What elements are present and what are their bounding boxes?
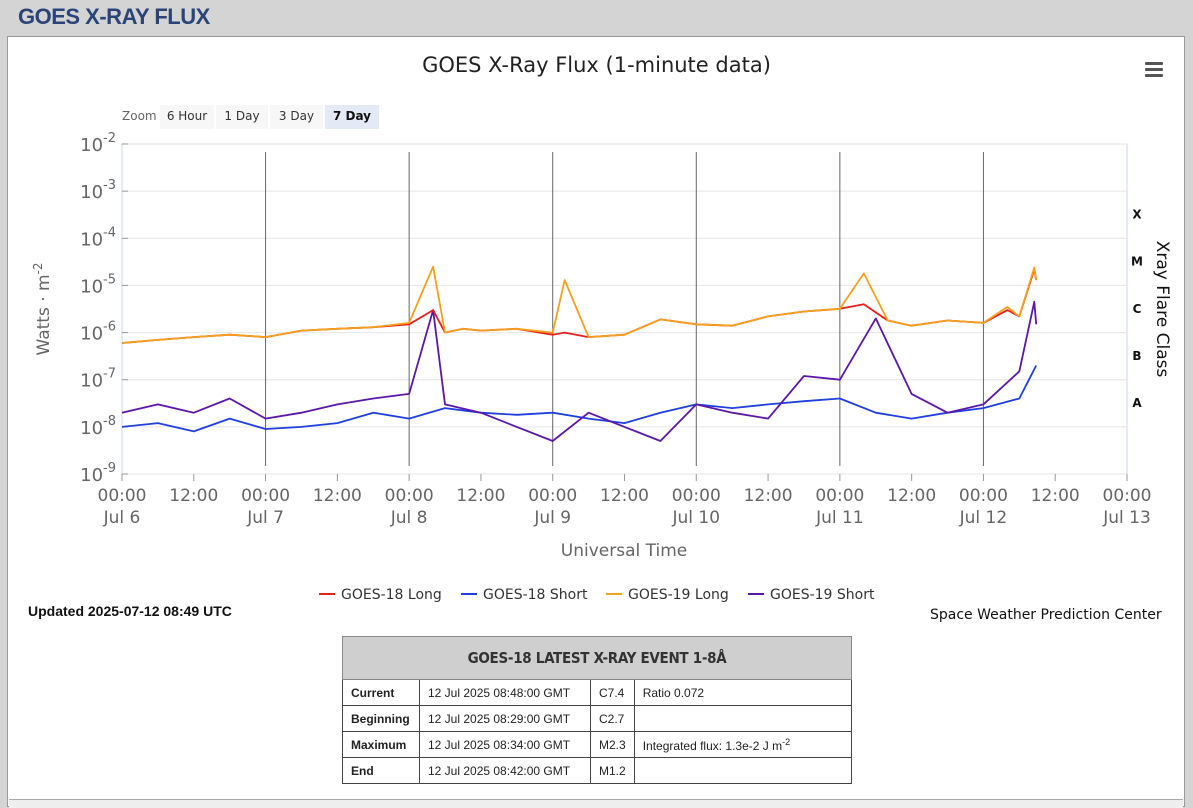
event-class: M1.2	[590, 757, 635, 784]
flare-class-label: X	[1132, 207, 1142, 221]
x-tick-time: 00:00	[1103, 486, 1152, 506]
y-tick-exponent: -9	[103, 461, 116, 476]
y-tick-label: 10-4	[80, 225, 116, 250]
x-tick-time: 12:00	[600, 486, 649, 506]
integrated-flux-exponent: -2	[782, 736, 791, 747]
event-table-header: GOES-18 LATEST X-RAY EVENT 1-8Å	[342, 636, 852, 680]
y-axis-label: Watts · m-2	[31, 262, 54, 355]
y-tick-exponent: -6	[103, 320, 116, 335]
zoom-3-day-button[interactable]: 3 Day	[270, 105, 323, 129]
y2-axis-label: Xray Flare Class	[1152, 241, 1172, 378]
x-tick-date: Jul 9	[533, 508, 571, 528]
x-tick-time: 12:00	[313, 486, 362, 506]
event-time: 12 Jul 2025 08:29:00 GMT	[419, 705, 591, 732]
x-tick-date: Jul 11	[815, 508, 864, 528]
x-tick-date: Jul 13	[1102, 508, 1151, 528]
event-label: Current	[342, 679, 420, 706]
integrated-flux-text: Integrated flux: 1.3e-2 J m	[642, 738, 783, 753]
series-line-goes-18-short	[121, 365, 1038, 433]
table-row: Beginning 12 Jul 2025 08:29:00 GMT C2.7	[342, 705, 853, 732]
y-tick-exponent: -2	[103, 131, 116, 146]
x-tick-time: 00:00	[241, 486, 290, 506]
x-tick-time: 12:00	[744, 486, 793, 506]
y-tick-exponent: -3	[103, 178, 116, 193]
plot-area	[121, 143, 1128, 475]
flare-class-label: A	[1132, 396, 1142, 410]
table-row: End 12 Jul 2025 08:42:00 GMT M1.2	[342, 757, 853, 784]
y-tick-label: 10-2	[80, 131, 116, 156]
series-line-goes-19-long	[121, 265, 1038, 344]
event-label: Beginning	[342, 705, 420, 732]
event-extra	[633, 757, 853, 784]
event-class: M2.3	[590, 731, 635, 758]
table-row: Maximum 12 Jul 2025 08:34:00 GMT M2.3 In…	[342, 731, 853, 758]
event-label: End	[342, 757, 420, 784]
zoom-1-day-button[interactable]: 1 Day	[216, 105, 268, 129]
legend-item: GOES-18 Long	[341, 587, 442, 603]
event-class: C2.7	[590, 705, 635, 732]
x-tick-time: 12:00	[887, 486, 936, 506]
flare-class-label: C	[1133, 302, 1142, 316]
y-tick-label: 10-8	[80, 414, 116, 439]
x-tick-time: 00:00	[528, 486, 577, 506]
x-tick-time: 12:00	[456, 486, 505, 506]
x-tick-time: 12:00	[169, 486, 218, 506]
x-tick-date: Jul 8	[390, 508, 428, 528]
legend-item: GOES-18 Short	[483, 587, 588, 603]
page-title: GOES X-RAY FLUX	[18, 4, 210, 29]
y-tick-exponent: -8	[103, 414, 116, 429]
x-axis-label: Universal Time	[561, 541, 687, 561]
x-tick-date: Jul 12	[959, 508, 1008, 528]
x-tick-date: Jul 10	[672, 508, 721, 528]
event-time: 12 Jul 2025 08:48:00 GMT	[419, 679, 591, 706]
y-tick-label: 10-5	[80, 272, 116, 297]
x-tick-time: 00:00	[672, 486, 721, 506]
zoom-label: Zoom	[122, 109, 157, 123]
event-extra: Ratio 0.072	[633, 679, 853, 706]
y-axis-label-exponent: -2	[31, 262, 45, 274]
zoom-6-hour-button[interactable]: 6 Hour	[160, 105, 214, 129]
x-tick-time: 00:00	[815, 486, 864, 506]
x-tick-time: 00:00	[98, 486, 147, 506]
event-time: 12 Jul 2025 08:34:00 GMT	[419, 731, 591, 758]
xray-flux-chart: 10-210-310-410-510-610-710-810-900:00Jul…	[31, 131, 1172, 603]
series-line-goes-19-short	[121, 300, 1038, 442]
legend-item: GOES-19 Long	[628, 587, 729, 603]
x-tick-date: Jul 6	[103, 508, 141, 528]
flare-class-label: B	[1132, 349, 1141, 363]
legend-item: GOES-19 Short	[770, 587, 875, 603]
y-tick-exponent: -7	[103, 367, 116, 382]
y-tick-exponent: -4	[103, 225, 116, 240]
table-row: Current 12 Jul 2025 08:48:00 GMT C7.4 Ra…	[342, 679, 853, 706]
event-extra: Integrated flux: 1.3e-2 J m-2	[633, 731, 853, 758]
x-tick-time: 00:00	[959, 486, 1008, 506]
hamburger-menu-icon[interactable]	[1145, 62, 1163, 78]
flare-class-label: M	[1131, 255, 1143, 269]
y-tick-exponent: -5	[103, 272, 116, 287]
chart-title: GOES X-Ray Flux (1-minute data)	[422, 53, 771, 77]
zoom-7-day-button[interactable]: 7 Day	[325, 105, 379, 129]
y-tick-label: 10-9	[80, 461, 116, 486]
event-time: 12 Jul 2025 08:42:00 GMT	[419, 757, 591, 784]
x-tick-time: 00:00	[385, 486, 434, 506]
x-tick-time: 12:00	[1031, 486, 1080, 506]
xray-event-table: GOES-18 LATEST X-RAY EVENT 1-8Å Current …	[342, 636, 853, 784]
updated-timestamp: Updated 2025-07-12 08:49 UTC	[28, 603, 232, 619]
y-tick-label: 10-7	[80, 367, 116, 392]
event-label: Maximum	[342, 731, 420, 758]
event-class: C7.4	[590, 679, 635, 706]
event-extra	[633, 705, 853, 732]
bottom-scroll-strip	[9, 799, 1183, 808]
credit-text: Space Weather Prediction Center	[930, 607, 1162, 623]
y-tick-label: 10-3	[80, 178, 116, 203]
y-tick-label: 10-6	[80, 320, 116, 345]
x-tick-date: Jul 7	[246, 508, 284, 528]
